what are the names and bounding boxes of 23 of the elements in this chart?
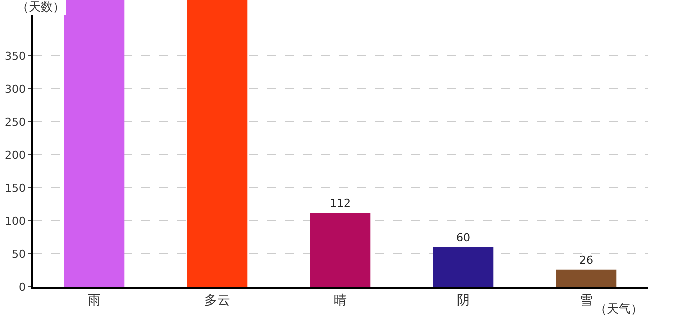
bar — [187, 0, 248, 287]
x-tick-label: 多云 — [204, 293, 230, 308]
y-tick-label: 200 — [5, 148, 26, 162]
bar — [433, 247, 494, 287]
data-label: 26 — [580, 254, 594, 267]
y-tick-label: 100 — [5, 214, 26, 228]
y-tick-label: 150 — [5, 182, 26, 195]
data-label: 60 — [456, 231, 471, 244]
x-tick-label: 阴 — [457, 293, 470, 308]
x-axis-title: （天气） — [595, 302, 643, 316]
y-tick-label: 300 — [5, 82, 26, 96]
y-tick-label: 350 — [5, 50, 26, 63]
x-tick-label: 雨 — [88, 293, 101, 308]
y-tick-label: 250 — [5, 116, 26, 129]
data-label: 112 — [330, 197, 352, 210]
bar — [556, 270, 617, 287]
bar — [310, 213, 371, 287]
bar — [64, 0, 125, 287]
x-tick-label: 雪 — [580, 293, 593, 308]
x-tick-label: 晴 — [334, 293, 347, 308]
y-tick-label: 50 — [12, 248, 26, 261]
y-axis-title: （天数） — [17, 0, 65, 14]
y-tick-label: 0 — [19, 280, 26, 294]
